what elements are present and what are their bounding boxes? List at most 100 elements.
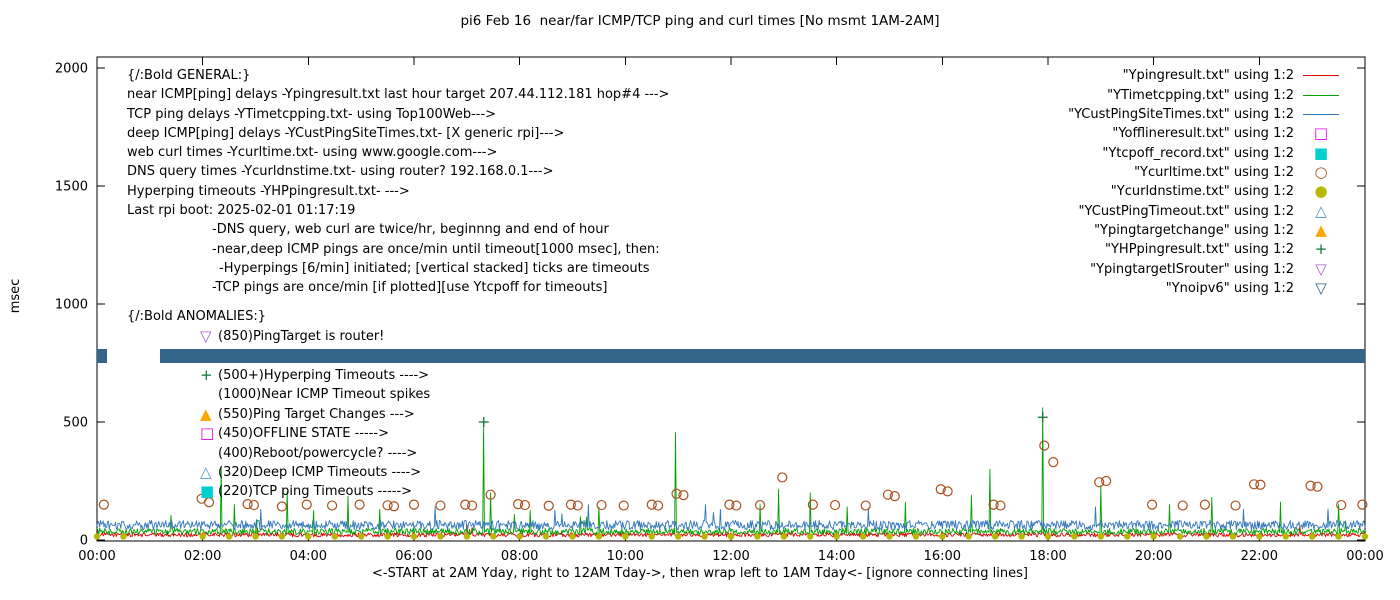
legend-item: "YCustPingSiteTimes.txt" using 1:2 xyxy=(1068,105,1342,124)
anomaly-item: ▽ xyxy=(200,346,430,365)
legend-marker-icon: △ xyxy=(1315,201,1327,220)
legend-line-sample-icon xyxy=(1300,94,1342,96)
x-tick-label: 10:00 xyxy=(607,549,644,564)
anomaly-marker-icon: △ xyxy=(200,462,212,481)
legend-marker-icon: ● xyxy=(1314,182,1328,201)
anomaly-item: (400)Reboot/powercycle? ----> xyxy=(200,443,430,462)
series-Ycurldnstime.txt xyxy=(93,533,1369,540)
legend-item: "YTimetcpping.txt" using 1:2 xyxy=(1068,85,1342,104)
anomaly-marker-icon: ▲ xyxy=(200,404,212,423)
y-tick-label: 1000 xyxy=(55,298,88,313)
anomaly-marker-icon: ▽ xyxy=(200,346,212,365)
annotation-line: deep ICMP[ping] delays -YCustPingSiteTim… xyxy=(127,125,565,141)
legend-item: "Ycurldnstime.txt" using 1:2 ● xyxy=(1068,182,1342,201)
anomaly-marker-none xyxy=(200,387,218,402)
anomaly-text: (400)Reboot/powercycle? ----> xyxy=(218,445,418,461)
x-tick-label: 20:00 xyxy=(1135,549,1172,564)
x-tick-label: 00:00 xyxy=(1346,549,1383,564)
y-tick-label: 0 xyxy=(80,534,88,549)
annotation-line: near ICMP[ping] delays -Ypingresult.txt … xyxy=(127,87,670,103)
annotation-line: -DNS query, web curl are twice/hr, begin… xyxy=(212,222,609,238)
anomaly-item: + (500+)Hyperping Timeouts ----> xyxy=(200,366,430,385)
anomaly-text: (550)Ping Target Changes ---> xyxy=(218,406,415,422)
legend-label: "YCustPingTimeout.txt" using 1:2 xyxy=(1078,203,1294,219)
y-axis-label: msec xyxy=(8,278,23,314)
annotation-line: -TCP pings are once/min [if plotted][use… xyxy=(212,280,608,296)
annotation-line: web curl times -Ycurltime.txt- using www… xyxy=(127,145,498,161)
legend: "Ypingresult.txt" using 1:2 "YTimetcpping… xyxy=(1068,66,1342,298)
anomaly-text: (220)TCP ping Timeouts -----> xyxy=(218,484,413,500)
legend-item: "YHPpingresult.txt" using 1:2 + xyxy=(1068,240,1342,259)
legend-marker-icon: ▽ xyxy=(1315,259,1327,278)
x-tick-label: 00:00 xyxy=(78,549,115,564)
anomaly-item: □ (450)OFFLINE STATE -----> xyxy=(200,424,430,443)
legend-label: "Ycurltime.txt" using 1:2 xyxy=(1134,164,1294,180)
legend-item: "Yofflineresult.txt" using 1:2 □ xyxy=(1068,124,1342,143)
anomaly-item: (1000)Near ICMP Timeout spikes xyxy=(200,385,430,404)
annotation-line: Hyperping timeouts -YHPpingresult.txt- -… xyxy=(127,183,410,199)
y-tick-label: 1500 xyxy=(55,180,88,195)
anomaly-marker-icon: ▽ xyxy=(200,327,212,346)
legend-marker-icon: + xyxy=(1314,240,1328,259)
series-Ycurltime.txt xyxy=(98,440,1368,512)
x-tick-label: 16:00 xyxy=(924,549,961,564)
anomaly-text: (850)PingTarget is router! xyxy=(218,329,385,345)
anomaly-text: (320)Deep ICMP Timeouts ----> xyxy=(218,464,422,480)
annotation-line: -near,deep ICMP pings are once/min until… xyxy=(212,241,660,257)
legend-line-sample-icon xyxy=(1300,113,1342,115)
series-YHPpingresult.txt xyxy=(478,412,1048,427)
annotation-line: -Hyperpings [6/min] initiated; [vertical… xyxy=(219,260,650,276)
legend-item: "Ypingtargetchange" using 1:2 ▲ xyxy=(1068,221,1342,240)
x-tick-label: 18:00 xyxy=(1029,549,1066,564)
legend-label: "Ynoipv6" using 1:2 xyxy=(1165,280,1294,296)
x-tick-label: 02:00 xyxy=(184,549,221,564)
legend-item: "Ynoipv6" using 1:2 ▽ xyxy=(1068,279,1342,298)
y-tick-label: 500 xyxy=(63,416,88,431)
legend-label: "YHPpingresult.txt" using 1:2 xyxy=(1105,242,1294,258)
x-tick-label: 12:00 xyxy=(712,549,749,564)
legend-item: "YpingtargetISrouter" using 1:2 ▽ xyxy=(1068,259,1342,278)
x-tick-label: 08:00 xyxy=(501,549,538,564)
anomaly-marker-icon: ■ xyxy=(200,482,215,501)
anomaly-marker-none xyxy=(200,446,218,461)
series-YCustPingSiteTimes.txt xyxy=(96,504,1366,531)
legend-label: "YTimetcpping.txt" using 1:2 xyxy=(1107,87,1294,103)
legend-item: "YCustPingTimeout.txt" using 1:2 △ xyxy=(1068,201,1342,220)
anomaly-item: ▲ (550)Ping Target Changes ---> xyxy=(200,405,430,424)
anomaly-item: ▽ (850)PingTarget is router! xyxy=(200,327,430,346)
legend-label: "YCustPingSiteTimes.txt" using 1:2 xyxy=(1068,106,1294,122)
legend-label: "Ypingtargetchange" using 1:2 xyxy=(1094,222,1294,238)
legend-item: "Ytcpoff_record.txt" using 1:2 ■ xyxy=(1068,143,1342,162)
legend-item: "Ycurltime.txt" using 1:2 ○ xyxy=(1068,163,1342,182)
legend-item: "Ypingresult.txt" using 1:2 xyxy=(1068,66,1342,85)
legend-label: "YpingtargetISrouter" using 1:2 xyxy=(1090,261,1294,277)
x-axis-label: <-START at 2AM Yday, right to 12AM Tday-… xyxy=(372,566,1028,581)
annotation-line: TCP ping delays -YTimetcpping.txt- using… xyxy=(127,106,497,122)
annotation-line: Last rpi boot: 2025-02-01 01:17:19 xyxy=(127,203,356,219)
annotation-line: {/:Bold GENERAL:} xyxy=(127,68,251,83)
anomaly-item: △ (320)Deep ICMP Timeouts ----> xyxy=(200,463,430,482)
anomalies-list: ▽ (850)PingTarget is router! ▽ + (500+)Hyper… xyxy=(200,327,430,502)
x-tick-label: 22:00 xyxy=(1241,549,1278,564)
general-annotations: {/:Bold GENERAL:} near ICMP[ping] delays … xyxy=(127,66,669,298)
legend-label: "Ycurldnstime.txt" using 1:2 xyxy=(1110,184,1294,200)
x-tick-label: 14:00 xyxy=(818,549,855,564)
legend-marker-icon: ▽ xyxy=(1315,278,1327,297)
anomalies-header: {/:Bold ANOMALIES:} xyxy=(127,309,267,324)
legend-marker-icon: □ xyxy=(1313,124,1329,143)
y-tick-label: 2000 xyxy=(55,62,88,77)
series-YTimetcpping.txt xyxy=(96,407,1366,536)
legend-marker-icon: ■ xyxy=(1313,143,1329,162)
annotation-line: DNS query times -Ycurldnstime.txt- using… xyxy=(127,164,554,180)
legend-label: "Ypingresult.txt" using 1:2 xyxy=(1122,68,1294,84)
anomaly-item: ■ (220)TCP ping Timeouts -----> xyxy=(200,482,430,501)
anomaly-marker-icon: □ xyxy=(200,424,215,443)
x-tick-label: 04:00 xyxy=(290,549,327,564)
anomaly-text: (500+)Hyperping Timeouts ----> xyxy=(218,367,430,383)
anomaly-text: (450)OFFLINE STATE -----> xyxy=(218,426,389,442)
anomaly-marker-icon: + xyxy=(200,365,213,384)
legend-marker-icon: ○ xyxy=(1314,162,1328,181)
legend-label: "Yofflineresult.txt" using 1:2 xyxy=(1112,126,1294,142)
